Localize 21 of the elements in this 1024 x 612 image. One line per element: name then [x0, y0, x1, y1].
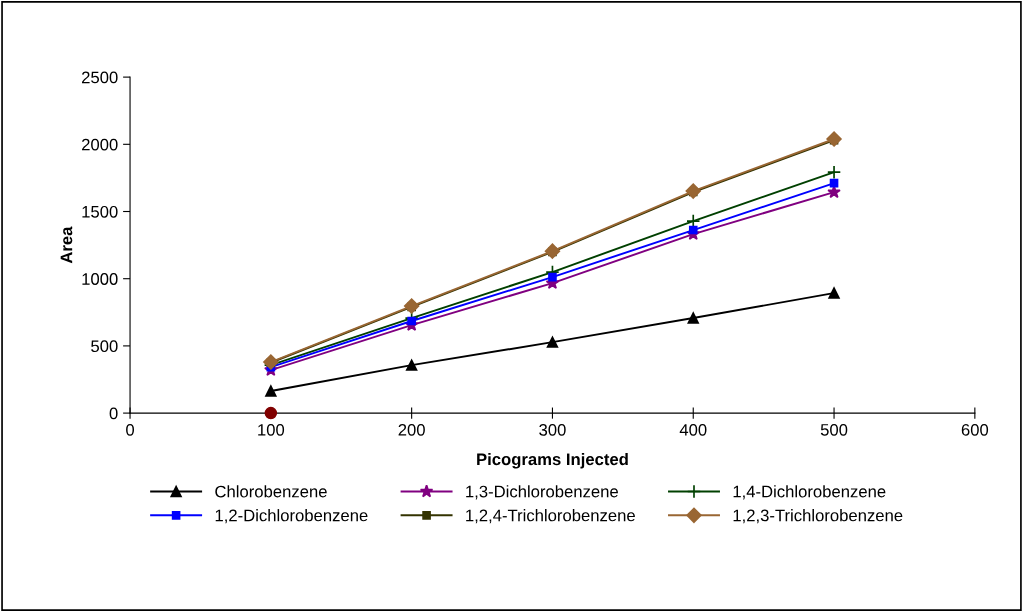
- x-tick-label: 300: [539, 423, 566, 436]
- x-tick-label: 200: [398, 423, 425, 436]
- y-tick-label: 500: [91, 340, 118, 353]
- legend-label: Chlorobenzene: [215, 485, 327, 498]
- y-tick-label: 0: [109, 407, 118, 420]
- y-tick-label: 2000: [82, 138, 118, 151]
- legend-label: 1,4-Dichlorobenzene: [733, 485, 886, 500]
- y-axis-title: Area: [60, 226, 73, 264]
- y-tick-label: 2500: [82, 71, 118, 84]
- x-tick-label: 500: [820, 423, 848, 436]
- x-tick-label: 600: [961, 423, 989, 436]
- legend-label: 1,2,4-Trichlorobenzene: [466, 509, 635, 524]
- x-axis-title: Picograms Injected: [477, 452, 628, 469]
- y-tick-label: 1500: [82, 205, 118, 218]
- legend-label: 1,3-Dichlorobenzene: [466, 485, 618, 500]
- x-tick-label: 400: [679, 423, 707, 436]
- legend-label: 1,2,3-Trichlorobenzene: [733, 509, 903, 524]
- legend-label: 1,2-Dichlorobenzene: [215, 509, 368, 524]
- x-tick-label: 0: [126, 423, 135, 436]
- x-tick-label: 100: [258, 423, 285, 436]
- y-tick-label: 1000: [82, 273, 118, 285]
